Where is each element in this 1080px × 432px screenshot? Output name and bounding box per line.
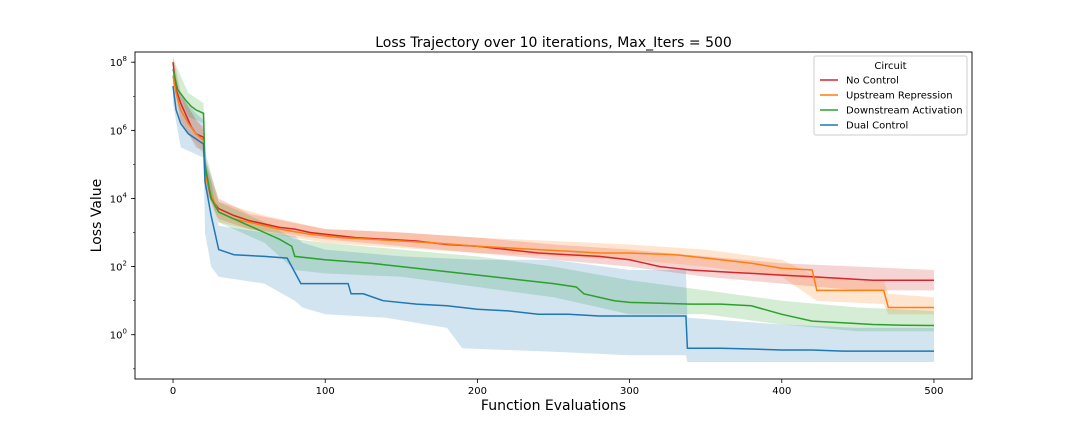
x-tick-label: 500 [924, 386, 943, 397]
legend-title: Circuit [874, 61, 906, 72]
y-axis-label: Loss Value [89, 179, 105, 253]
y-tick-label: 108 [110, 55, 127, 69]
x-tick-label: 100 [316, 386, 335, 397]
x-tick-label: 200 [468, 386, 487, 397]
x-tick-label: 400 [772, 386, 791, 397]
legend: Circuit No Control Upstream Repression Dow… [813, 55, 968, 136]
legend-box [813, 55, 968, 136]
legend-label: Downstream Activation [846, 106, 963, 117]
x-axis: 0 100 200 300 400 500 [170, 379, 944, 397]
confidence-band-1 [173, 62, 934, 315]
series-line-3 [172, 86, 934, 352]
chart-title: Loss Trajectory over 10 iterations, Max_… [375, 35, 732, 51]
plot-area [134, 51, 973, 380]
series-line-2 [172, 68, 935, 327]
x-axis-label: Function Evaluations [481, 398, 626, 414]
plot-frame [134, 51, 973, 380]
x-tick-label: 0 [170, 386, 176, 397]
legend-label: No Control [846, 76, 899, 87]
x-tick-label: 300 [620, 386, 639, 397]
legend-label: Dual Control [846, 121, 908, 132]
y-tick-label: 102 [110, 260, 127, 274]
y-tick-label: 100 [110, 328, 127, 342]
y-tick-label: 106 [110, 123, 128, 137]
confidence-band-3 [173, 72, 934, 363]
y-axis: 100 102 104 106 108 [110, 55, 135, 370]
y-tick-label: 104 [110, 191, 128, 205]
legend-label: Upstream Repression [846, 91, 953, 102]
confidence-band-0 [173, 55, 934, 291]
